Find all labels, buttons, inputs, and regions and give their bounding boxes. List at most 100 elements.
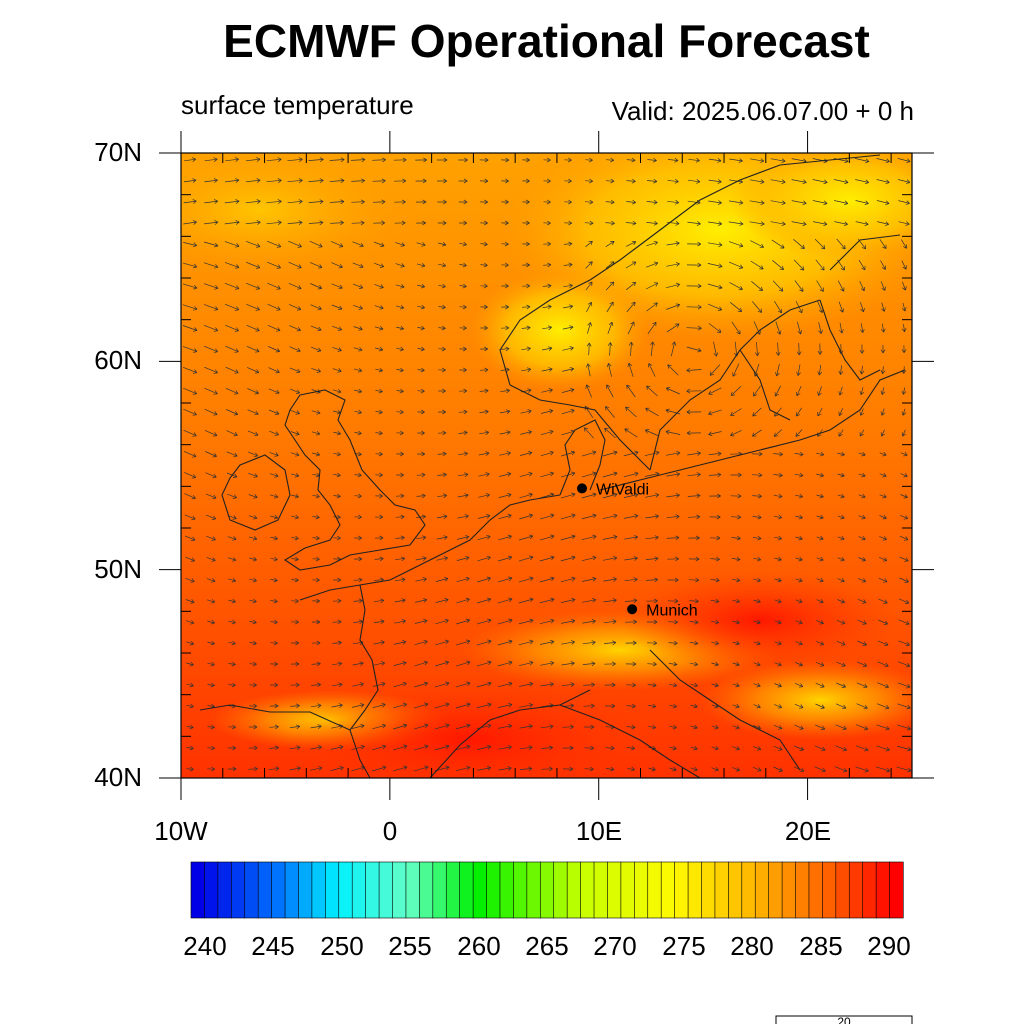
wind-arrow (436, 535, 448, 540)
wind-arrow (372, 178, 386, 184)
wind-arrow (249, 619, 257, 625)
wind-arrow (753, 640, 761, 646)
wind-arrow (227, 557, 237, 562)
wind-arrow (333, 535, 341, 541)
wind-arrow (498, 745, 512, 750)
wind-arrow (332, 389, 342, 394)
wind-arrow (539, 534, 555, 541)
wind-arrow (667, 199, 680, 205)
wind-arrow (667, 178, 679, 184)
wind-arrow (708, 409, 722, 416)
wind-arrow (836, 619, 846, 625)
wind-arrow (603, 619, 617, 624)
wind-arrow (669, 766, 677, 772)
wind-arrow (499, 430, 511, 435)
wind-arrow (584, 199, 594, 205)
wind-arrow (605, 220, 615, 226)
wind-arrow (876, 179, 890, 185)
wind-arrow (269, 703, 279, 709)
wind-arrow (626, 682, 636, 688)
wind-arrow (330, 241, 344, 248)
wind-arrow (248, 766, 258, 772)
wind-arrow (225, 345, 239, 353)
wind-arrow (605, 406, 615, 418)
wind-arrow (602, 513, 618, 520)
wind-arrow (627, 362, 634, 377)
wind-arrow (417, 388, 425, 394)
wind-arrow (583, 724, 595, 730)
wind-arrow (858, 557, 866, 562)
wind-arrow (710, 556, 720, 562)
wind-arrow (859, 429, 865, 437)
wind-arrow (184, 493, 196, 500)
wind-arrow (522, 262, 530, 268)
wind-arrow (413, 723, 429, 730)
wind-arrow (686, 304, 702, 310)
wind-arrow (687, 221, 701, 226)
wind-arrow (247, 388, 259, 395)
wind-arrow (751, 429, 762, 437)
wind-arrow (623, 513, 639, 519)
colorbar-swatch (257, 861, 273, 919)
wind-arrow (435, 660, 450, 667)
wind-arrow (645, 261, 659, 268)
wind-arrow (228, 598, 236, 604)
wind-arrow (773, 472, 783, 478)
wind-arrow (480, 262, 488, 268)
wind-arrow (207, 766, 215, 772)
wind-arrow (520, 430, 532, 435)
wind-arrow (498, 766, 512, 771)
wind-arrow (627, 745, 636, 751)
wind-arrow (437, 451, 447, 457)
wind-arrow (624, 598, 638, 604)
wind-arrow (268, 766, 280, 772)
city-marker (577, 483, 588, 494)
wind-arrow (266, 157, 282, 162)
wind-arrow (584, 220, 594, 226)
wind-arrow (732, 619, 740, 625)
wind-arrow (479, 430, 490, 436)
wind-arrow (686, 283, 702, 289)
wind-arrow (729, 302, 743, 313)
wind-arrow (501, 241, 509, 247)
wind-arrow (877, 221, 890, 226)
wind-arrow (519, 450, 533, 456)
wind-arrow (249, 556, 257, 562)
wind-arrow (417, 283, 426, 289)
wind-arrow (647, 321, 657, 335)
wind-arrow (625, 661, 637, 667)
wind-arrow (331, 283, 343, 290)
wind-arrow (207, 640, 215, 646)
wind-arrow (775, 321, 782, 335)
wind-arrow (730, 430, 742, 437)
colorbar-label: 285 (799, 931, 843, 961)
wind-arrow (373, 640, 385, 645)
wind-arrow (539, 597, 555, 604)
wind-arrow (647, 640, 658, 646)
wind-arrow (730, 386, 742, 397)
wind-arrow (246, 345, 260, 353)
wind-arrow (670, 341, 677, 357)
wind-arrow (666, 472, 681, 477)
wind-arrow (372, 744, 387, 751)
wind-arrow (901, 345, 907, 353)
wind-arrow (626, 178, 636, 184)
wind-arrow (688, 514, 701, 520)
wind-arrow (457, 535, 470, 540)
wind-arrow (183, 178, 197, 183)
wind-arrow (563, 283, 573, 289)
wind-arrow (415, 178, 427, 184)
wind-arrow (667, 556, 679, 562)
wind-arrow (711, 766, 719, 772)
wind-arrow (477, 555, 491, 562)
wind-arrow (354, 535, 362, 541)
wind-arrow (395, 284, 405, 289)
wind-arrow (183, 199, 197, 204)
wind-arrow (902, 281, 907, 291)
wind-arrow (267, 303, 281, 311)
wind-arrow (586, 342, 592, 356)
wind-arrow (458, 409, 468, 415)
wind-arrow (311, 619, 321, 625)
wind-arrow (248, 745, 258, 751)
wind-arrow (647, 661, 657, 667)
